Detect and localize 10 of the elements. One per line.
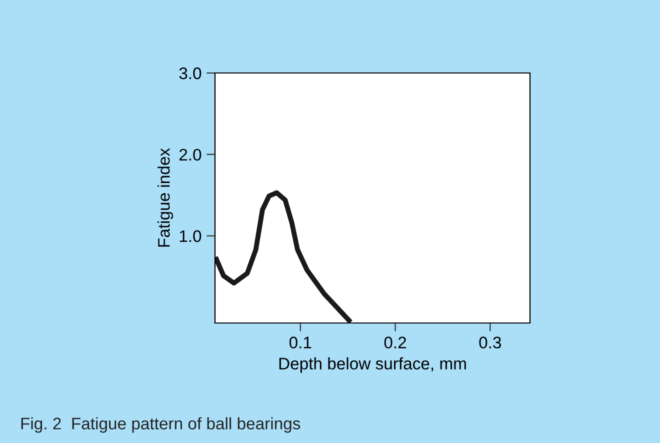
x-tick-label: 0.1: [289, 336, 312, 348]
x-tick-label: 0.3: [479, 336, 502, 348]
x-tick-label: 0.2: [384, 336, 406, 348]
line-series: [215, 190, 354, 323]
y-axis-title: Fatigue index: [158, 148, 174, 247]
x-axis-title: Depth below surface, mm: [279, 357, 466, 373]
y-tick-label: 1.0: [180, 230, 202, 242]
caption: Fig. 2 Fatigue pattern of ball bearings: [21, 417, 300, 433]
y-tick-label: 3.0: [179, 67, 202, 80]
y-tick-label: 2.0: [179, 148, 202, 161]
